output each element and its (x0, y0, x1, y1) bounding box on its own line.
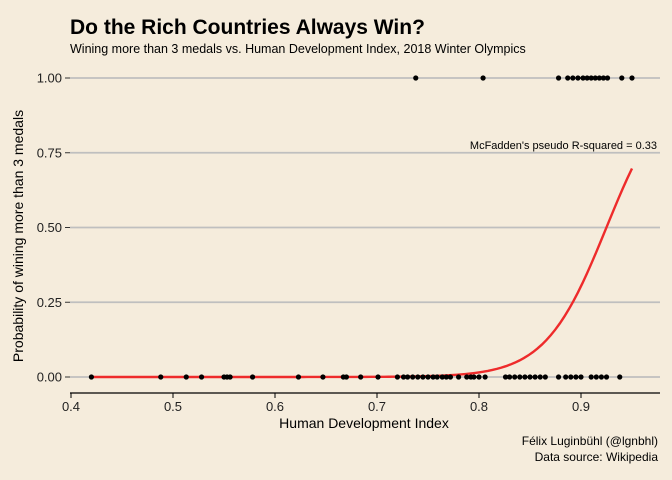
data-point (617, 374, 623, 380)
chart-title: Do the Rich Countries Always Win? (70, 16, 425, 39)
data-point (502, 374, 509, 380)
data-point (405, 374, 411, 380)
data-point (447, 374, 454, 380)
x-axis: 0.4 0.5 0.6 0.7 0.8 0.9 (62, 392, 660, 414)
data-point (439, 374, 445, 380)
data-point (320, 374, 326, 380)
data-point (575, 75, 581, 81)
data-point (482, 374, 488, 380)
x-tick-label: 0.7 (368, 399, 386, 414)
x-tick-label: 0.6 (266, 399, 284, 414)
data-point (598, 374, 605, 380)
data-point (507, 374, 513, 380)
data-point (88, 374, 94, 380)
y-tick-label: 0.50 (37, 220, 62, 235)
data-point (227, 374, 233, 380)
data-point (400, 374, 407, 380)
data-point (596, 75, 602, 81)
data-point (537, 374, 543, 380)
data-point (580, 75, 586, 81)
data-point (443, 374, 449, 380)
x-tick-label: 0.8 (470, 399, 488, 414)
data-point (555, 374, 562, 380)
data-point (183, 374, 189, 380)
data-point (358, 374, 364, 380)
data-point (415, 374, 421, 380)
data-point (480, 75, 486, 81)
x-tick-label: 0.4 (62, 399, 80, 414)
data-point (619, 75, 625, 81)
chart-subtitle: Wining more than 3 medals vs. Human Deve… (70, 42, 526, 56)
y-axis: 0.00 0.25 0.50 0.75 1.00 (37, 71, 70, 385)
data-point (593, 374, 599, 380)
data-point (158, 374, 164, 380)
data-point (198, 374, 205, 380)
data-point (629, 75, 635, 81)
data-point (563, 374, 569, 380)
data-point (425, 374, 431, 380)
data-point (573, 374, 579, 380)
data-point (542, 374, 548, 380)
data-point (604, 75, 611, 81)
data-point (603, 374, 610, 380)
data-point (434, 374, 440, 380)
data-point (527, 374, 533, 380)
data-point (476, 374, 482, 380)
data-point (464, 374, 470, 380)
data-point (600, 75, 607, 81)
fit-curve-layer (91, 167, 634, 379)
data-point (565, 75, 571, 81)
data-point (471, 374, 477, 380)
data-point (532, 374, 538, 380)
data-point (570, 75, 576, 81)
data-point (394, 374, 400, 380)
data-point (430, 374, 436, 380)
x-tick-label: 0.5 (164, 399, 182, 414)
data-point (249, 374, 256, 380)
data-point (584, 75, 590, 81)
data-point (343, 374, 349, 380)
data-point (456, 374, 462, 380)
y-tick-label: 0.75 (37, 145, 62, 160)
data-point (578, 374, 584, 380)
y-tick-label: 1.00 (37, 71, 62, 86)
data-point (568, 374, 574, 380)
gridlines (70, 77, 660, 378)
data-points (88, 75, 635, 380)
y-axis-title: Probability of wining more than 3 medals (10, 110, 26, 362)
r-squared-annotation: McFadden's pseudo R-squared = 0.33 (470, 140, 657, 152)
data-point (588, 374, 594, 380)
x-axis-title: Human Development Index (279, 415, 449, 431)
data-point (413, 75, 419, 81)
x-tick-label: 0.9 (572, 399, 590, 414)
data-point (517, 374, 523, 380)
data-point (420, 374, 426, 380)
caption-author: Félix Luginbühl (@lgnbhl) (522, 434, 658, 448)
caption-source: Data source: Wikipedia (535, 450, 659, 464)
data-point (588, 75, 594, 81)
logistic-fit-curve (91, 167, 634, 379)
data-point (375, 374, 381, 380)
data-point (410, 374, 416, 380)
y-tick-label: 0.25 (37, 295, 62, 310)
data-point (555, 75, 562, 81)
data-point (522, 374, 528, 380)
data-point (512, 374, 518, 380)
data-point (592, 75, 598, 81)
y-tick-label: 0.00 (37, 370, 62, 385)
data-point (295, 374, 302, 380)
